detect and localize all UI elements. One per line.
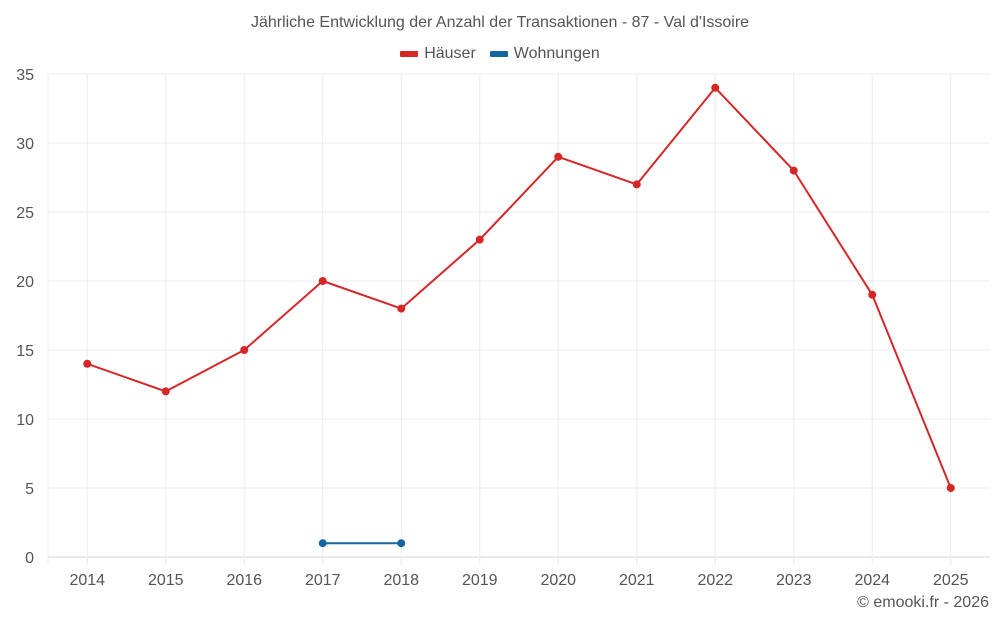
x-tick-label: 2024 (854, 572, 890, 589)
y-tick-label: 25 (16, 205, 34, 222)
series-wohnungen (318, 539, 406, 548)
x-tick-label: 2022 (697, 572, 733, 589)
y-tick-label: 0 (25, 550, 34, 567)
series-line (86, 86, 952, 489)
x-tick-label: 2023 (776, 572, 812, 589)
x-tick-label: 2014 (69, 572, 105, 589)
data-point[interactable] (632, 180, 641, 189)
data-point[interactable] (475, 235, 484, 244)
data-point[interactable] (318, 277, 327, 285)
data-point[interactable] (946, 484, 955, 492)
y-tick-label: 15 (16, 343, 34, 360)
legend-swatch-icon (489, 51, 508, 57)
data-point[interactable] (789, 166, 798, 175)
legend-swatch-icon (400, 51, 419, 57)
x-tick-label: 2025 (933, 572, 969, 589)
y-tick-label: 35 (16, 67, 34, 84)
x-tick-label: 2018 (383, 572, 419, 589)
data-point[interactable] (711, 83, 720, 92)
x-tick-label: 2020 (540, 572, 576, 589)
chart-legend: Häuser Wohnungen (0, 45, 1000, 63)
data-point[interactable] (240, 346, 249, 354)
y-tick-label: 10 (16, 412, 34, 429)
y-tick-label: 30 (16, 136, 34, 153)
legend-label: Häuser (424, 45, 476, 62)
x-tick-label: 2015 (148, 572, 184, 589)
data-point[interactable] (397, 304, 406, 313)
legend-item-wohnungen[interactable]: Wohnungen (489, 45, 600, 63)
x-tick-label: 2019 (462, 572, 498, 589)
chart-title: Jährliche Entwicklung der Anzahl der Tra… (250, 14, 750, 31)
legend-label: Wohnungen (513, 45, 600, 62)
data-point[interactable] (554, 152, 563, 161)
x-tick-label: 2016 (226, 572, 262, 589)
x-tick-label: 2017 (305, 572, 341, 589)
data-point[interactable] (83, 359, 92, 368)
copyright-credit: © emooki.fr - 2026 (857, 594, 989, 611)
data-point[interactable] (397, 539, 406, 548)
x-tick-label: 2021 (619, 572, 655, 589)
y-tick-label: 20 (16, 274, 34, 291)
legend-item-haeuser[interactable]: Häuser (400, 45, 476, 63)
series-häuser (83, 83, 955, 492)
data-point[interactable] (318, 539, 327, 548)
y-tick-label: 5 (25, 481, 34, 498)
data-point[interactable] (161, 387, 170, 396)
data-point[interactable] (868, 290, 877, 299)
